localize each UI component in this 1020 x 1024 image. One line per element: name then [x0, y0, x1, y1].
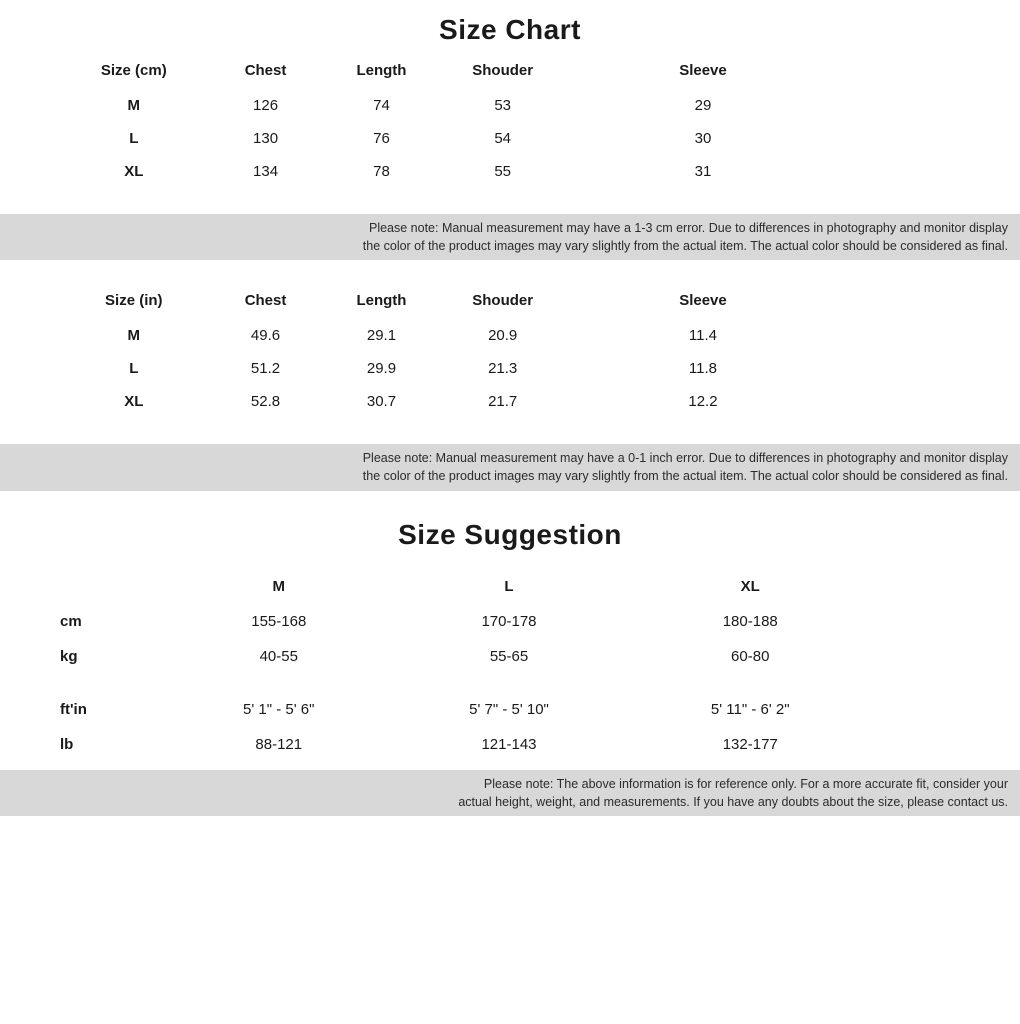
cell: M — [60, 89, 208, 122]
cell: 134 — [208, 155, 324, 188]
col-length: Length — [324, 56, 440, 89]
table-header-row: Size (in) Chest Length Shouder Sleeve — [60, 286, 840, 319]
note-cm: Please note: Manual measurement may have… — [0, 214, 1020, 260]
cell: 30 — [566, 122, 840, 155]
cell: 11.4 — [566, 319, 840, 352]
size-table-cm: Size (cm) Chest Length Shouder Sleeve M … — [60, 56, 840, 188]
cell: 5' 7" - 5' 10" — [388, 692, 631, 727]
cell: 30.7 — [324, 385, 440, 418]
cell: 21.3 — [439, 352, 565, 385]
cell: M — [60, 319, 208, 352]
col: M — [170, 569, 388, 604]
table-row: ft'in 5' 1" - 5' 6" 5' 7" - 5' 10" 5' 11… — [50, 692, 870, 727]
table-row: XL 134 78 55 31 — [60, 155, 840, 188]
cell: lb — [50, 727, 170, 762]
table-row: cm 155-168 170-178 180-188 — [50, 604, 870, 639]
table-header-row: Size (cm) Chest Length Shouder Sleeve — [60, 56, 840, 89]
cell: 11.8 — [566, 352, 840, 385]
note-suggestion: Please note: The above information is fo… — [0, 770, 1020, 816]
note-line: actual height, weight, and measurements.… — [0, 793, 1008, 811]
cell: 180-188 — [630, 604, 870, 639]
note-line: Please note: Manual measurement may have… — [0, 449, 1008, 467]
cell: 126 — [208, 89, 324, 122]
cell: 54 — [439, 122, 565, 155]
note-in: Please note: Manual measurement may have… — [0, 444, 1020, 490]
cell: 88-121 — [170, 727, 388, 762]
cell: 5' 1" - 5' 6" — [170, 692, 388, 727]
cell: 53 — [439, 89, 565, 122]
note-line: the color of the product images may vary… — [0, 237, 1008, 255]
cell: 21.7 — [439, 385, 565, 418]
cell: 170-178 — [388, 604, 631, 639]
col — [50, 569, 170, 604]
cell: cm — [50, 604, 170, 639]
cell: 40-55 — [170, 639, 388, 674]
cell: XL — [60, 385, 208, 418]
cell: XL — [60, 155, 208, 188]
table-header-row: M L XL — [50, 569, 870, 604]
col-length: Length — [324, 286, 440, 319]
cell: 60-80 — [630, 639, 870, 674]
cell: 29.1 — [324, 319, 440, 352]
cell: 31 — [566, 155, 840, 188]
table-row: kg 40-55 55-65 60-80 — [50, 639, 870, 674]
cell: 52.8 — [208, 385, 324, 418]
col-sleeve: Sleeve — [566, 286, 840, 319]
cell: L — [60, 352, 208, 385]
col: XL — [630, 569, 870, 604]
col-size: Size (in) — [60, 286, 208, 319]
size-chart-title: Size Chart — [0, 0, 1020, 56]
cell: ft'in — [50, 692, 170, 727]
col-chest: Chest — [208, 286, 324, 319]
cell: 12.2 — [566, 385, 840, 418]
cell: 78 — [324, 155, 440, 188]
cell: 29.9 — [324, 352, 440, 385]
col-chest: Chest — [208, 56, 324, 89]
note-line: Please note: Manual measurement may have… — [0, 219, 1008, 237]
cell: 76 — [324, 122, 440, 155]
cell: 132-177 — [630, 727, 870, 762]
table-row: M 49.6 29.1 20.9 11.4 — [60, 319, 840, 352]
col-sleeve: Sleeve — [566, 56, 840, 89]
cell: 51.2 — [208, 352, 324, 385]
cell: 121-143 — [388, 727, 631, 762]
col-shoulder: Shouder — [439, 286, 565, 319]
cell: 55-65 — [388, 639, 631, 674]
cell: 74 — [324, 89, 440, 122]
table-row: lb 88-121 121-143 132-177 — [50, 727, 870, 762]
cell: 20.9 — [439, 319, 565, 352]
note-line: Please note: The above information is fo… — [0, 775, 1008, 793]
table-row: XL 52.8 30.7 21.7 12.2 — [60, 385, 840, 418]
col-shoulder: Shouder — [439, 56, 565, 89]
suggestion-table: M L XL cm 155-168 170-178 180-188 kg 40-… — [50, 569, 870, 762]
cell: 49.6 — [208, 319, 324, 352]
cell: 29 — [566, 89, 840, 122]
cell: 55 — [439, 155, 565, 188]
cell: 5' 11" - 6' 2" — [630, 692, 870, 727]
size-table-in: Size (in) Chest Length Shouder Sleeve M … — [60, 286, 840, 418]
note-line: the color of the product images may vary… — [0, 467, 1008, 485]
table-row: L 130 76 54 30 — [60, 122, 840, 155]
table-row: M 126 74 53 29 — [60, 89, 840, 122]
cell: 130 — [208, 122, 324, 155]
cell: kg — [50, 639, 170, 674]
col: L — [388, 569, 631, 604]
col-size: Size (cm) — [60, 56, 208, 89]
cell: 155-168 — [170, 604, 388, 639]
size-suggestion-title: Size Suggestion — [0, 491, 1020, 569]
table-row: L 51.2 29.9 21.3 11.8 — [60, 352, 840, 385]
cell: L — [60, 122, 208, 155]
